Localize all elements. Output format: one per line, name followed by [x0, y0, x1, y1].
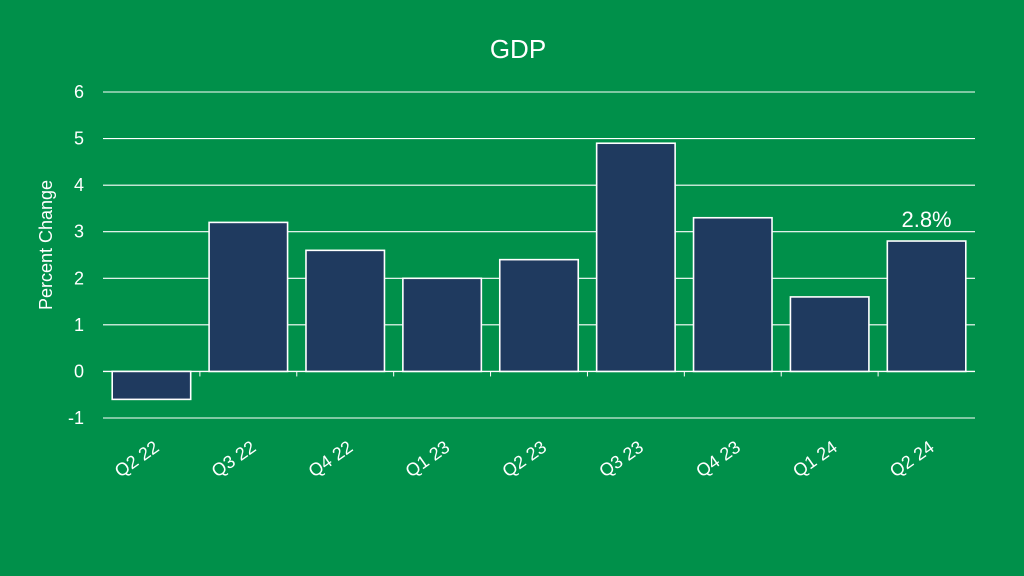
data-label: 2.8% — [901, 207, 951, 232]
y-tick-label: 4 — [74, 175, 84, 195]
bar — [789, 296, 870, 373]
bars — [111, 142, 967, 401]
annotations: 2.8% — [901, 207, 951, 232]
y-axis-label: Percent Change — [36, 180, 56, 310]
y-tick-label: 5 — [74, 129, 84, 149]
bar — [692, 216, 773, 373]
bar — [498, 258, 580, 373]
y-tick-label: 2 — [74, 268, 84, 288]
y-tick-label: -1 — [68, 408, 84, 428]
bar — [305, 249, 386, 373]
chart-title: GDP — [490, 34, 546, 64]
bar — [111, 370, 192, 401]
bar — [595, 142, 676, 373]
y-tick-label: 3 — [74, 222, 84, 242]
bar — [886, 240, 967, 373]
bar — [402, 277, 483, 373]
bar — [208, 221, 289, 373]
y-axis-ticks: -1 0 1 2 3 4 5 6 — [68, 82, 84, 428]
y-tick-label: 1 — [74, 315, 84, 335]
y-tick-label: 0 — [74, 361, 84, 381]
y-tick-label: 6 — [74, 82, 84, 102]
